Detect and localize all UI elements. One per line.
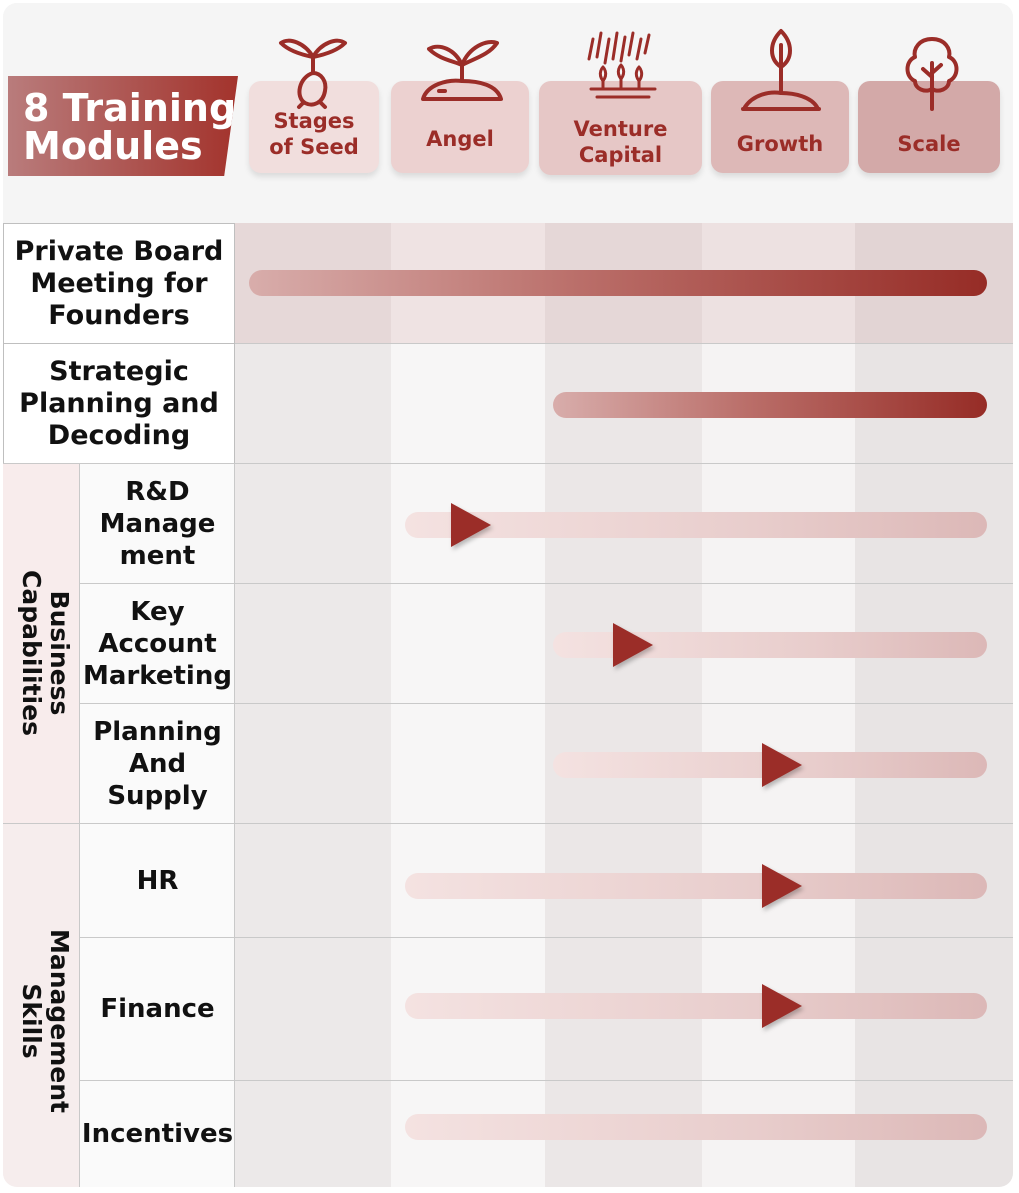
seedling-mound-icon	[421, 40, 503, 101]
module-label-key-account: Key Account Marketing	[80, 583, 235, 703]
group-management-skills	[3, 823, 79, 1187]
young-plant-icon	[741, 29, 821, 111]
stage-label-line1: Angel	[426, 127, 494, 151]
column-angel	[391, 223, 545, 1187]
timeline-bar-private-board	[249, 270, 987, 296]
stage-label-line2: Capital	[578, 143, 663, 167]
group-divider	[79, 463, 80, 1187]
stage-card-seed: Stages of Seed	[249, 81, 379, 173]
progress-arrow-key-account	[613, 623, 653, 667]
module-label-planning-supply: Planning And Supply	[80, 703, 235, 823]
title-line-2: Modules	[23, 124, 203, 168]
stage-label-line1: Growth	[736, 132, 824, 156]
training-modules-chart: 8 Training Modules Stages of Seed Angel …	[3, 3, 1013, 1187]
label-line: Meeting for	[30, 267, 208, 299]
row-divider	[79, 937, 1013, 938]
seed-sprout-icon	[279, 38, 347, 109]
column-scale	[855, 223, 1013, 1187]
rain-sprouts-icon	[587, 31, 657, 99]
stage-card-growth: Growth	[711, 81, 849, 173]
progress-arrow-rnd	[451, 503, 491, 547]
progress-arrow-finance	[762, 984, 802, 1028]
label-line: Planning and	[19, 387, 219, 419]
label-line: Planning	[93, 716, 222, 747]
label-line: Key	[130, 596, 185, 627]
module-label-strategic-planning: Strategic Planning and Decoding	[3, 343, 235, 464]
label-line: R&D	[125, 476, 190, 507]
tree-icon	[905, 37, 959, 111]
row-divider	[3, 823, 1013, 824]
label-line: And	[128, 748, 187, 779]
stage-label-line1: Venture	[573, 117, 668, 141]
title-line-1: 8 Training	[23, 86, 237, 130]
label-line: Founders	[48, 299, 190, 331]
column-venture-capital	[545, 223, 702, 1187]
title-banner: 8 Training Modules	[8, 76, 238, 176]
label-column-divider	[234, 463, 235, 1187]
label-line: Incentives	[81, 1119, 234, 1149]
timeline-bar-incentives	[405, 1114, 987, 1140]
label-line: Private Board	[14, 235, 224, 267]
label-line: Supply	[107, 780, 208, 811]
stage-label-line1: Stages	[273, 109, 355, 133]
timeline-bar-finance	[405, 993, 987, 1019]
label-line: HR	[136, 865, 179, 896]
progress-arrow-hr	[762, 864, 802, 908]
timeline-bar-strategic-planning	[553, 392, 987, 418]
module-label-rnd: R&D Manage ment	[80, 463, 235, 583]
module-label-private-board: Private Board Meeting for Founders	[3, 223, 235, 344]
group-label-line: Skills	[17, 983, 46, 1059]
stage-label-line1: Scale	[897, 132, 961, 156]
column-seed	[235, 223, 391, 1187]
row-divider	[79, 703, 1013, 704]
module-label-finance: Finance	[80, 937, 235, 1080]
label-line: ment	[119, 540, 196, 571]
row-divider	[79, 583, 1013, 584]
row-divider	[79, 1080, 1013, 1081]
stage-card-venture-capital: Venture Capital	[539, 81, 702, 175]
timeline-bar-rnd	[405, 512, 987, 538]
module-label-hr: HR	[80, 823, 235, 937]
module-label-incentives: Incentives	[80, 1080, 235, 1187]
stage-card-angel: Angel	[391, 81, 529, 173]
modules-grid: Private Board Meeting for Founders Strat…	[3, 223, 1013, 1187]
stage-card-scale: Scale	[858, 81, 1000, 173]
row-divider	[3, 463, 1013, 464]
label-line: Decoding	[47, 419, 191, 451]
label-line: Finance	[100, 994, 215, 1024]
group-label-management-skills: Management Skills	[17, 926, 74, 1116]
label-line: Account	[98, 628, 217, 659]
progress-arrow-planning-supply	[762, 743, 802, 787]
group-business-capabilities	[3, 463, 79, 823]
group-label-line: Business	[45, 590, 74, 716]
label-line: Marketing	[83, 660, 232, 691]
group-label-line: Management	[45, 928, 74, 1114]
stage-label-line2: of Seed	[269, 135, 359, 159]
group-label-line: Capabilities	[17, 570, 46, 736]
label-line: Manage	[99, 508, 216, 539]
timeline-bar-hr	[405, 873, 987, 899]
label-line: Strategic	[49, 355, 189, 387]
group-label-business-capabilities: Business Capabilities	[17, 568, 74, 738]
column-growth	[702, 223, 855, 1187]
row-divider	[3, 343, 1013, 344]
